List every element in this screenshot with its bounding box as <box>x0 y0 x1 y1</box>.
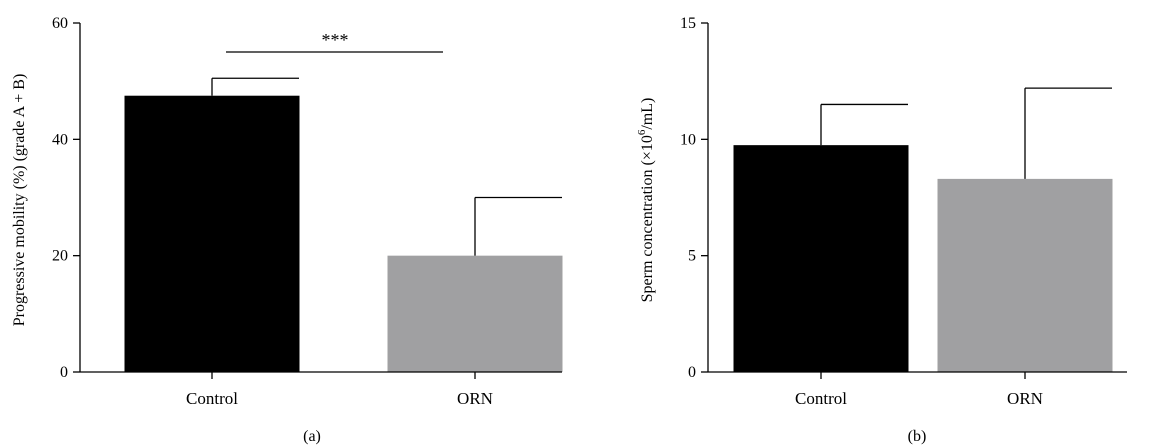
y-tick-label-b: 15 <box>680 15 696 32</box>
y-tick-label-a: 20 <box>52 248 68 265</box>
x-tick-label-orn: ORN <box>1007 389 1043 408</box>
y-tick-label-a: 60 <box>52 15 68 32</box>
bar-control <box>733 145 909 372</box>
panel-a: Progressive mobility (%) (grade A + B) 0… <box>11 15 563 445</box>
y-axis-label-b: Sperm concentration (×106/mL) <box>636 98 656 303</box>
bar-orn <box>387 255 563 372</box>
y-axis-label-b-suffix: /mL) <box>639 98 656 130</box>
y-axis-label-a: Progressive mobility (%) (grade A + B) <box>11 74 28 327</box>
y-tick-label-a: 0 <box>60 364 68 381</box>
x-tick-label-control: Control <box>186 389 238 408</box>
y-axis-label-b-sup: 6 <box>636 129 648 135</box>
plot-area-b: 0 5 10 15 Control ORN <box>680 15 1127 408</box>
bar-orn <box>937 178 1113 372</box>
y-axis-label-b-prefix: Sperm concentration (×10 <box>639 135 656 302</box>
bar-control <box>124 95 300 372</box>
y-tick-label-b: 5 <box>688 248 696 265</box>
significance-label: *** <box>322 30 349 50</box>
panel-b: Sperm concentration (×106/mL) 0 5 10 15 Cont… <box>636 15 1127 445</box>
y-tick-label-b: 0 <box>688 364 696 381</box>
panel-label-b: (b) <box>908 428 927 445</box>
panel-label-a: (a) <box>303 428 321 445</box>
x-tick-label-control: Control <box>795 389 847 408</box>
plot-area-a: 0 20 40 60 Control ORN *** <box>52 15 563 408</box>
x-tick-label-orn: ORN <box>457 389 493 408</box>
y-tick-label-b: 10 <box>680 131 696 148</box>
y-tick-label-a: 40 <box>52 131 68 148</box>
